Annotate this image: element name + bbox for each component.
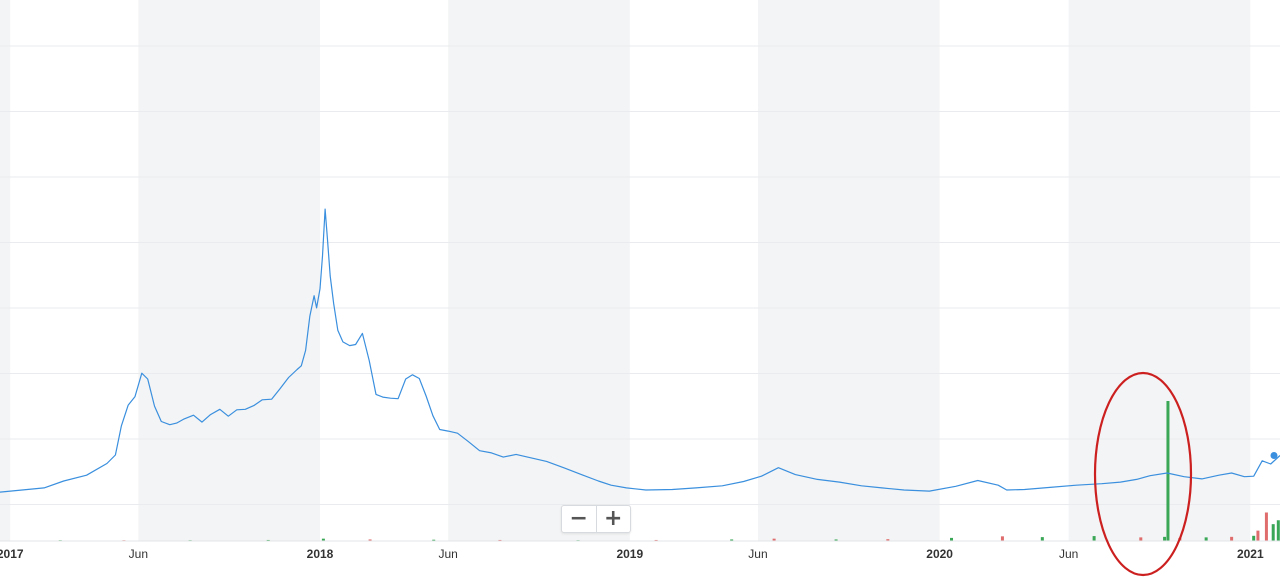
x-tick-label: 2017 bbox=[0, 547, 24, 561]
volume-bar bbox=[950, 537, 954, 541]
volume-bar bbox=[1252, 535, 1256, 541]
annotation-circle bbox=[1093, 371, 1193, 577]
volume-bar bbox=[1276, 520, 1280, 541]
volume-bar bbox=[1264, 512, 1268, 541]
price-series-line bbox=[0, 208, 1280, 493]
period-bands bbox=[0, 0, 1251, 541]
volume-bar bbox=[886, 539, 890, 541]
volume-bar bbox=[772, 538, 776, 541]
volume-bar bbox=[498, 539, 502, 541]
horizontal-gridlines bbox=[0, 45, 1280, 505]
x-tick-label: 2019 bbox=[616, 547, 643, 561]
x-tick-label: Jun bbox=[129, 547, 148, 561]
zoom-control: − + bbox=[561, 505, 631, 533]
volume-bar bbox=[432, 539, 436, 541]
last-price-dot[interactable] bbox=[1270, 452, 1278, 460]
period-band bbox=[757, 0, 940, 541]
volume-bar bbox=[730, 539, 734, 541]
volume-bar bbox=[834, 539, 838, 541]
period-band bbox=[448, 0, 630, 541]
x-tick-label: Jun bbox=[438, 547, 457, 561]
x-tick-label: Jun bbox=[748, 547, 767, 561]
zoom-out-button[interactable]: − bbox=[569, 506, 588, 531]
volume-bar bbox=[654, 539, 658, 541]
volume-bar bbox=[368, 539, 372, 541]
volume-bar bbox=[1271, 524, 1275, 541]
volume-bar bbox=[1166, 401, 1170, 541]
period-band bbox=[138, 0, 320, 541]
x-tick-label: Jun bbox=[1059, 547, 1078, 561]
volume-bar bbox=[266, 539, 270, 541]
volume-bar bbox=[1230, 536, 1234, 541]
volume-bar bbox=[1139, 537, 1143, 541]
volume-bar bbox=[1000, 536, 1004, 541]
zoom-in-button[interactable]: + bbox=[595, 506, 631, 532]
volume-bar bbox=[321, 538, 325, 541]
volume-bar bbox=[1256, 530, 1260, 541]
volume-bar bbox=[1040, 537, 1044, 541]
volume-bar bbox=[1163, 536, 1167, 541]
x-tick-label: 2018 bbox=[307, 547, 334, 561]
period-band bbox=[1068, 0, 1251, 541]
volume-bars bbox=[58, 401, 1280, 542]
volume-bar bbox=[1092, 536, 1096, 541]
x-axis-tick-labels: 2017 Jun 2018 Jun 2019 Jun 2020 Jun 2021 bbox=[0, 547, 1264, 561]
x-tick-label: 2021 bbox=[1237, 547, 1264, 561]
x-tick-label: 2020 bbox=[926, 547, 953, 561]
period-band bbox=[0, 0, 11, 541]
volume-bar bbox=[1204, 537, 1208, 541]
